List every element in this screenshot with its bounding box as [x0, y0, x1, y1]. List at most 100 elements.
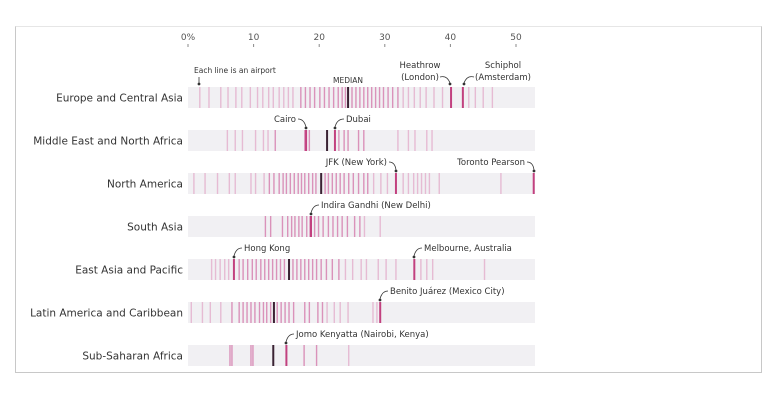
airport-line	[273, 173, 275, 194]
highlighted-airport-line	[379, 302, 382, 323]
airport-line	[370, 87, 373, 108]
airport-line	[376, 302, 378, 323]
airport-line	[304, 302, 306, 323]
x-tick-label: 0%	[181, 33, 196, 43]
airport-line	[360, 259, 362, 280]
airport-line	[262, 130, 265, 151]
airport-line	[279, 259, 282, 280]
airport-line	[304, 130, 306, 151]
row-sub-saharan-africa: Sub-Saharan Africa	[82, 345, 535, 366]
highlighted-airport-line	[285, 345, 288, 366]
airport-line	[341, 87, 343, 108]
airport-line	[412, 173, 415, 194]
airport-line	[280, 302, 282, 323]
airport-line	[304, 259, 306, 280]
airport-line	[425, 87, 427, 108]
airport-line	[395, 259, 397, 280]
annotation-arrow	[388, 161, 397, 171]
annotation-label: JFK (New York)	[325, 158, 387, 168]
airport-line	[251, 259, 253, 280]
airport-line	[193, 173, 195, 194]
airport-line	[308, 130, 311, 151]
airport-line	[343, 173, 345, 194]
annotation-label: Each line is an airport	[194, 66, 276, 75]
airport-line	[250, 345, 252, 366]
airport-line	[327, 216, 330, 237]
airport-line	[308, 259, 310, 280]
airport-line	[282, 173, 284, 194]
airport-line	[268, 173, 271, 194]
airport-line	[441, 87, 444, 108]
airport-line	[266, 302, 268, 323]
airport-line	[231, 345, 233, 366]
airport-line	[255, 259, 257, 280]
airport-line	[199, 87, 201, 108]
highlighted-airport-line	[450, 87, 453, 108]
airport-line	[287, 87, 290, 108]
airport-line	[348, 345, 350, 366]
airport-line	[336, 216, 339, 237]
airport-line	[315, 345, 318, 366]
airport-line	[238, 302, 240, 323]
airport-line	[367, 87, 369, 108]
highlighted-airport-line	[333, 130, 336, 151]
airport-line	[347, 130, 349, 151]
airport-line	[426, 259, 428, 280]
airport-line	[204, 173, 206, 194]
airport-line	[284, 302, 286, 323]
airport-line	[246, 302, 248, 323]
airport-line	[333, 302, 335, 323]
airport-line	[246, 259, 249, 280]
airport-line	[315, 259, 318, 280]
airport-line	[300, 173, 303, 194]
airport-line	[367, 173, 369, 194]
airport-line	[482, 87, 484, 108]
airport-line	[382, 87, 385, 108]
airport-line	[407, 87, 410, 108]
airport-line	[293, 173, 295, 194]
airport-line	[380, 173, 382, 194]
highlighted-airport-line	[310, 216, 312, 237]
arrow-head-icon	[232, 255, 236, 259]
airport-line	[234, 130, 236, 151]
row-band	[188, 87, 535, 108]
airport-line	[264, 216, 267, 237]
airport-line	[474, 87, 477, 108]
annotation-arrow	[285, 333, 295, 343]
airport-line	[317, 216, 320, 237]
airport-line	[303, 345, 305, 366]
airport-line	[231, 302, 233, 323]
arrow-head-icon	[462, 82, 466, 86]
airport-line	[208, 87, 210, 108]
arrow-head-icon	[412, 255, 416, 259]
airport-line	[288, 302, 290, 323]
airport-line	[224, 259, 226, 280]
highlighted-airport-line	[305, 130, 308, 151]
airport-line	[228, 173, 231, 194]
annotation-arrow	[233, 247, 243, 257]
airport-line	[377, 259, 379, 280]
airport-line	[274, 130, 276, 151]
airport-line	[250, 302, 252, 323]
airport-line	[258, 302, 261, 323]
airport-line	[313, 216, 316, 237]
airport-line	[278, 87, 280, 108]
annotation-label: Dubai	[346, 115, 371, 125]
airport-line	[275, 259, 278, 280]
airport-line	[234, 173, 236, 194]
annotation-label: Schiphol	[485, 61, 521, 71]
airport-line	[324, 173, 326, 194]
airport-line	[289, 173, 292, 194]
airport-line	[491, 87, 494, 108]
row-label: Sub-Saharan Africa	[82, 351, 183, 363]
annotation-label: Toronto Pearson	[456, 158, 525, 168]
median-line	[320, 173, 323, 194]
airport-line	[386, 173, 389, 194]
airport-line	[285, 173, 288, 194]
annotation-arrow	[310, 204, 320, 214]
airport-line	[292, 302, 295, 323]
airport-line	[227, 87, 229, 108]
airport-line	[372, 173, 375, 194]
airport-line	[308, 173, 310, 194]
rows: Europe and Central Asia Middle East and N…	[30, 61, 536, 366]
